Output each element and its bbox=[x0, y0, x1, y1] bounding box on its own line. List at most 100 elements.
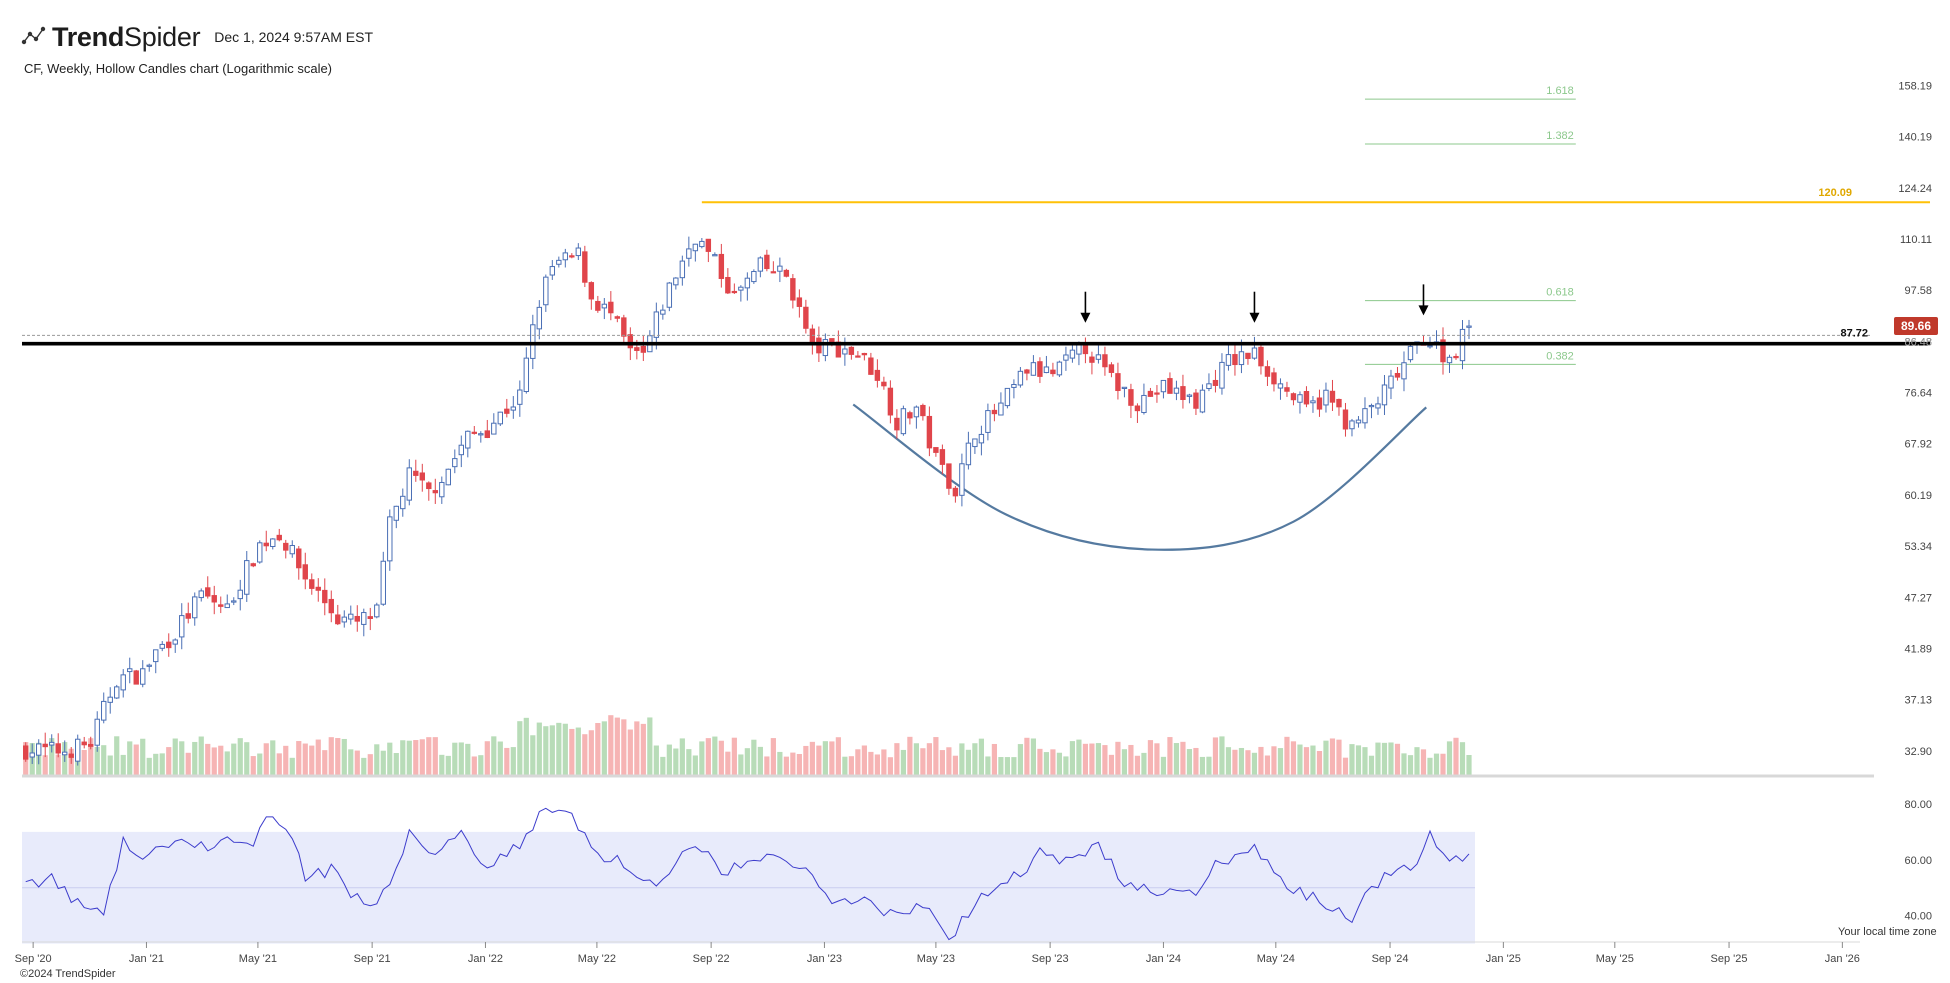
candle-body bbox=[926, 415, 933, 449]
candle-body bbox=[354, 615, 360, 622]
rsi-tick-label: 60.00 bbox=[1904, 855, 1932, 867]
candle-body bbox=[458, 444, 464, 456]
volume-bar bbox=[328, 737, 334, 776]
candle-body bbox=[686, 248, 692, 259]
volume-bar bbox=[302, 743, 308, 776]
volume-bar bbox=[868, 751, 874, 776]
volume-bar bbox=[478, 755, 484, 776]
volume-bar bbox=[660, 756, 666, 776]
volume-bar bbox=[653, 745, 659, 776]
volume-bar bbox=[803, 745, 809, 776]
volume-bar bbox=[1043, 752, 1050, 776]
volume-bar bbox=[1446, 741, 1453, 776]
y-tick-label: 60.19 bbox=[1904, 490, 1932, 502]
candle-body bbox=[965, 442, 972, 466]
candle-body bbox=[393, 505, 399, 521]
candle-body bbox=[1050, 369, 1056, 375]
rsi-tick-label: 40.00 bbox=[1904, 911, 1932, 923]
volume-bar bbox=[1349, 744, 1355, 776]
candle-body bbox=[374, 604, 380, 618]
volume-bar bbox=[1323, 740, 1329, 776]
volume-bar bbox=[1427, 757, 1433, 776]
volume-bar bbox=[972, 743, 978, 776]
volume-bar bbox=[393, 753, 399, 776]
volume-bar bbox=[107, 755, 113, 776]
volume-bar bbox=[361, 757, 367, 776]
candle-body bbox=[1440, 339, 1446, 363]
volume-bar bbox=[575, 727, 581, 776]
candle-body bbox=[1147, 390, 1154, 397]
volume-bar bbox=[920, 748, 926, 776]
volume-bar bbox=[835, 737, 841, 776]
volume-bar bbox=[211, 747, 217, 776]
volume-bar bbox=[848, 756, 854, 776]
volume-bar bbox=[601, 721, 607, 776]
volume-bar bbox=[1167, 737, 1173, 776]
candle-body bbox=[211, 595, 217, 603]
candle-body bbox=[621, 317, 627, 337]
x-tick-label: Sep '20 bbox=[15, 953, 52, 965]
volume-bar bbox=[1199, 756, 1206, 776]
volume-bar bbox=[270, 740, 276, 776]
candle-body bbox=[432, 490, 438, 494]
volume-bar bbox=[237, 738, 243, 776]
candle-body bbox=[1004, 387, 1011, 407]
volume-bar bbox=[348, 749, 354, 776]
y-tick-label: 124.24 bbox=[1898, 183, 1932, 195]
candle-body bbox=[1342, 409, 1349, 430]
volume-bar bbox=[1037, 748, 1043, 776]
candle-body bbox=[582, 251, 588, 283]
trendspider-logo-icon bbox=[21, 26, 46, 45]
candle-body bbox=[42, 743, 48, 748]
y-tick-label: 158.19 bbox=[1898, 81, 1932, 93]
volume-bar bbox=[1245, 750, 1251, 776]
volume-bar bbox=[796, 753, 802, 776]
candle-body bbox=[81, 741, 87, 746]
rsi-tick-label: 80.00 bbox=[1904, 799, 1932, 811]
candle-body bbox=[367, 616, 373, 620]
volume-bar bbox=[1375, 742, 1381, 776]
volume-bar bbox=[185, 752, 191, 776]
candle-body bbox=[1160, 379, 1167, 393]
volume-bar bbox=[699, 741, 705, 776]
volume-bar bbox=[263, 743, 269, 776]
volume-bar bbox=[874, 754, 880, 776]
volume-bar bbox=[387, 742, 393, 776]
candle-body bbox=[426, 482, 432, 490]
candle-body bbox=[153, 649, 159, 663]
candle-body bbox=[335, 614, 341, 625]
annotations-front: 87.72 89.66 bbox=[22, 284, 1938, 346]
volume-bar bbox=[1284, 736, 1290, 776]
candle-body bbox=[530, 324, 536, 359]
volume-bar bbox=[471, 756, 477, 776]
volume-bar bbox=[1134, 755, 1141, 776]
volume-bar bbox=[523, 717, 529, 776]
volume-bar bbox=[647, 717, 653, 776]
candle-body bbox=[731, 290, 738, 294]
candle-body bbox=[1401, 362, 1407, 380]
volume-bar bbox=[1238, 747, 1245, 776]
candle-body bbox=[406, 467, 412, 501]
candle-body bbox=[1355, 419, 1362, 424]
volume-bar bbox=[1128, 744, 1134, 776]
candle-body bbox=[614, 316, 621, 319]
candle-body bbox=[1186, 394, 1193, 397]
candle-body bbox=[998, 402, 1004, 416]
x-tick-label: Sep '21 bbox=[354, 953, 391, 965]
volume-bar bbox=[127, 741, 133, 776]
candle-body bbox=[146, 664, 152, 667]
volume-bar bbox=[1011, 757, 1017, 776]
volume-bar bbox=[783, 756, 789, 776]
candle-body bbox=[660, 309, 666, 315]
candle-body bbox=[744, 277, 751, 289]
candle-body bbox=[107, 696, 113, 703]
candle-body bbox=[692, 243, 699, 252]
volume-bar bbox=[926, 743, 932, 776]
candle-body bbox=[1258, 346, 1264, 367]
candle-body bbox=[822, 339, 829, 357]
volume-bar bbox=[634, 721, 640, 776]
volume-bar bbox=[770, 738, 776, 776]
volume-bar bbox=[731, 737, 737, 776]
candle-body bbox=[705, 238, 712, 252]
